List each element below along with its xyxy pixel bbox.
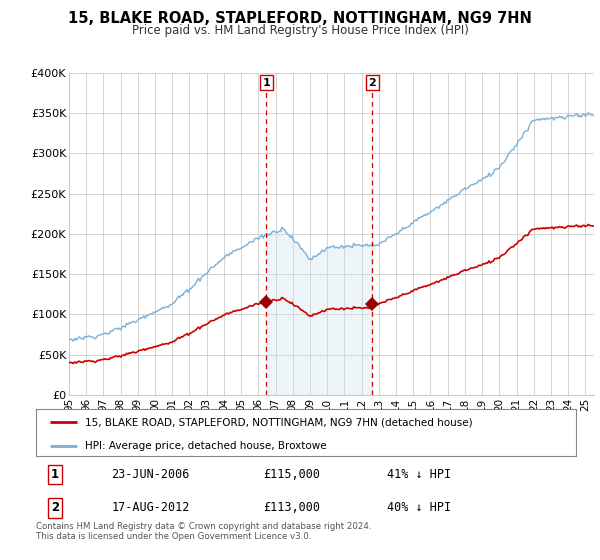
Text: 23-JUN-2006: 23-JUN-2006 bbox=[112, 468, 190, 481]
Text: 15, BLAKE ROAD, STAPLEFORD, NOTTINGHAM, NG9 7HN: 15, BLAKE ROAD, STAPLEFORD, NOTTINGHAM, … bbox=[68, 11, 532, 26]
Text: 1: 1 bbox=[263, 78, 271, 87]
Text: 40% ↓ HPI: 40% ↓ HPI bbox=[387, 501, 451, 515]
Text: Contains HM Land Registry data © Crown copyright and database right 2024.
This d: Contains HM Land Registry data © Crown c… bbox=[36, 522, 371, 542]
Text: HPI: Average price, detached house, Broxtowe: HPI: Average price, detached house, Brox… bbox=[85, 441, 326, 451]
Text: 17-AUG-2012: 17-AUG-2012 bbox=[112, 501, 190, 515]
Text: 41% ↓ HPI: 41% ↓ HPI bbox=[387, 468, 451, 481]
Text: £115,000: £115,000 bbox=[263, 468, 320, 481]
Text: 15, BLAKE ROAD, STAPLEFORD, NOTTINGHAM, NG9 7HN (detached house): 15, BLAKE ROAD, STAPLEFORD, NOTTINGHAM, … bbox=[85, 417, 472, 427]
Text: 2: 2 bbox=[368, 78, 376, 87]
Text: 1: 1 bbox=[51, 468, 59, 481]
Text: £113,000: £113,000 bbox=[263, 501, 320, 515]
Text: 2: 2 bbox=[51, 501, 59, 515]
Text: Price paid vs. HM Land Registry's House Price Index (HPI): Price paid vs. HM Land Registry's House … bbox=[131, 24, 469, 36]
